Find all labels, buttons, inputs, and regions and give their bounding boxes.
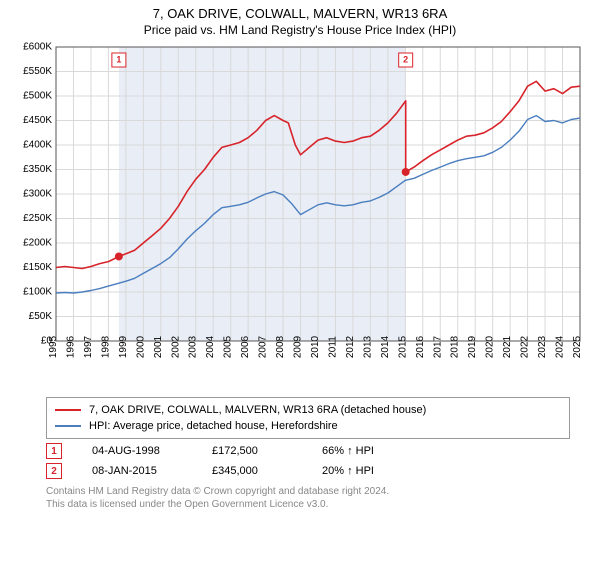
svg-text:1995: 1995: [48, 335, 59, 358]
svg-text:£400K: £400K: [23, 140, 52, 151]
sale-price: £345,000: [212, 465, 292, 477]
svg-text:£200K: £200K: [23, 238, 52, 249]
chart-area: £0£50K£100K£150K£200K£250K£300K£350K£400…: [10, 41, 590, 391]
svg-text:£100K: £100K: [23, 287, 52, 298]
svg-text:2022: 2022: [520, 335, 531, 358]
svg-text:2014: 2014: [380, 335, 391, 358]
svg-text:1996: 1996: [65, 335, 76, 358]
svg-text:1998: 1998: [100, 335, 111, 358]
svg-text:£550K: £550K: [23, 66, 52, 77]
sale-marker: 1: [46, 443, 62, 459]
svg-text:2019: 2019: [467, 335, 478, 358]
svg-text:2006: 2006: [240, 335, 251, 358]
svg-text:2023: 2023: [537, 335, 548, 358]
svg-text:£600K: £600K: [23, 42, 52, 53]
sale-date: 08-JAN-2015: [92, 465, 182, 477]
line-chart-svg: £0£50K£100K£150K£200K£250K£300K£350K£400…: [10, 41, 590, 391]
svg-text:2008: 2008: [275, 335, 286, 358]
svg-text:2003: 2003: [188, 335, 199, 358]
sale-marker: 2: [46, 463, 62, 479]
footer-line2: This data is licensed under the Open Gov…: [46, 498, 570, 511]
svg-text:£300K: £300K: [23, 189, 52, 200]
sale-row: 2 08-JAN-2015 £345,000 20% ↑ HPI: [46, 463, 600, 479]
svg-text:2015: 2015: [397, 335, 408, 358]
svg-text:2011: 2011: [327, 336, 338, 358]
svg-text:2000: 2000: [135, 335, 146, 358]
legend-label: HPI: Average price, detached house, Here…: [89, 418, 338, 434]
svg-text:1997: 1997: [83, 335, 94, 358]
svg-text:2021: 2021: [502, 335, 513, 358]
sales-list: 1 04-AUG-1998 £172,500 66% ↑ HPI 2 08-JAN-201…: [0, 443, 600, 479]
legend-swatch: [55, 425, 81, 427]
svg-text:2007: 2007: [258, 335, 269, 358]
legend-item: HPI: Average price, detached house, Here…: [55, 418, 561, 434]
footer-line1: Contains HM Land Registry data © Crown c…: [46, 485, 570, 498]
sale-delta: 20% ↑ HPI: [322, 465, 374, 477]
svg-text:2: 2: [403, 54, 408, 64]
svg-text:2012: 2012: [345, 335, 356, 358]
svg-text:2018: 2018: [450, 335, 461, 358]
svg-text:£350K: £350K: [23, 164, 52, 175]
svg-text:2025: 2025: [572, 335, 583, 358]
svg-text:£250K: £250K: [23, 213, 52, 224]
svg-text:2001: 2001: [153, 335, 164, 358]
svg-text:2004: 2004: [205, 335, 216, 358]
chart-title: 7, OAK DRIVE, COLWALL, MALVERN, WR13 6RA: [0, 6, 600, 21]
svg-text:£450K: £450K: [23, 115, 52, 126]
legend: 7, OAK DRIVE, COLWALL, MALVERN, WR13 6RA…: [46, 397, 570, 439]
svg-text:£50K: £50K: [29, 311, 53, 322]
svg-text:1: 1: [116, 54, 121, 64]
svg-text:2010: 2010: [310, 335, 321, 358]
svg-text:2009: 2009: [293, 335, 304, 358]
legend-label: 7, OAK DRIVE, COLWALL, MALVERN, WR13 6RA…: [89, 402, 426, 418]
footer: Contains HM Land Registry data © Crown c…: [46, 485, 570, 511]
svg-text:1999: 1999: [118, 335, 129, 358]
svg-text:2016: 2016: [415, 335, 426, 358]
svg-text:2017: 2017: [432, 335, 443, 358]
legend-item: 7, OAK DRIVE, COLWALL, MALVERN, WR13 6RA…: [55, 402, 561, 418]
svg-text:£150K: £150K: [23, 262, 52, 273]
legend-swatch: [55, 409, 81, 411]
svg-text:£500K: £500K: [23, 91, 52, 102]
svg-text:2002: 2002: [170, 335, 181, 358]
svg-text:2013: 2013: [362, 335, 373, 358]
svg-text:2020: 2020: [485, 335, 496, 358]
sale-date: 04-AUG-1998: [92, 445, 182, 457]
svg-text:2024: 2024: [555, 335, 566, 358]
sale-price: £172,500: [212, 445, 292, 457]
chart-subtitle: Price paid vs. HM Land Registry's House …: [0, 23, 600, 37]
sale-row: 1 04-AUG-1998 £172,500 66% ↑ HPI: [46, 443, 600, 459]
svg-text:2005: 2005: [223, 335, 234, 358]
sale-delta: 66% ↑ HPI: [322, 445, 374, 457]
